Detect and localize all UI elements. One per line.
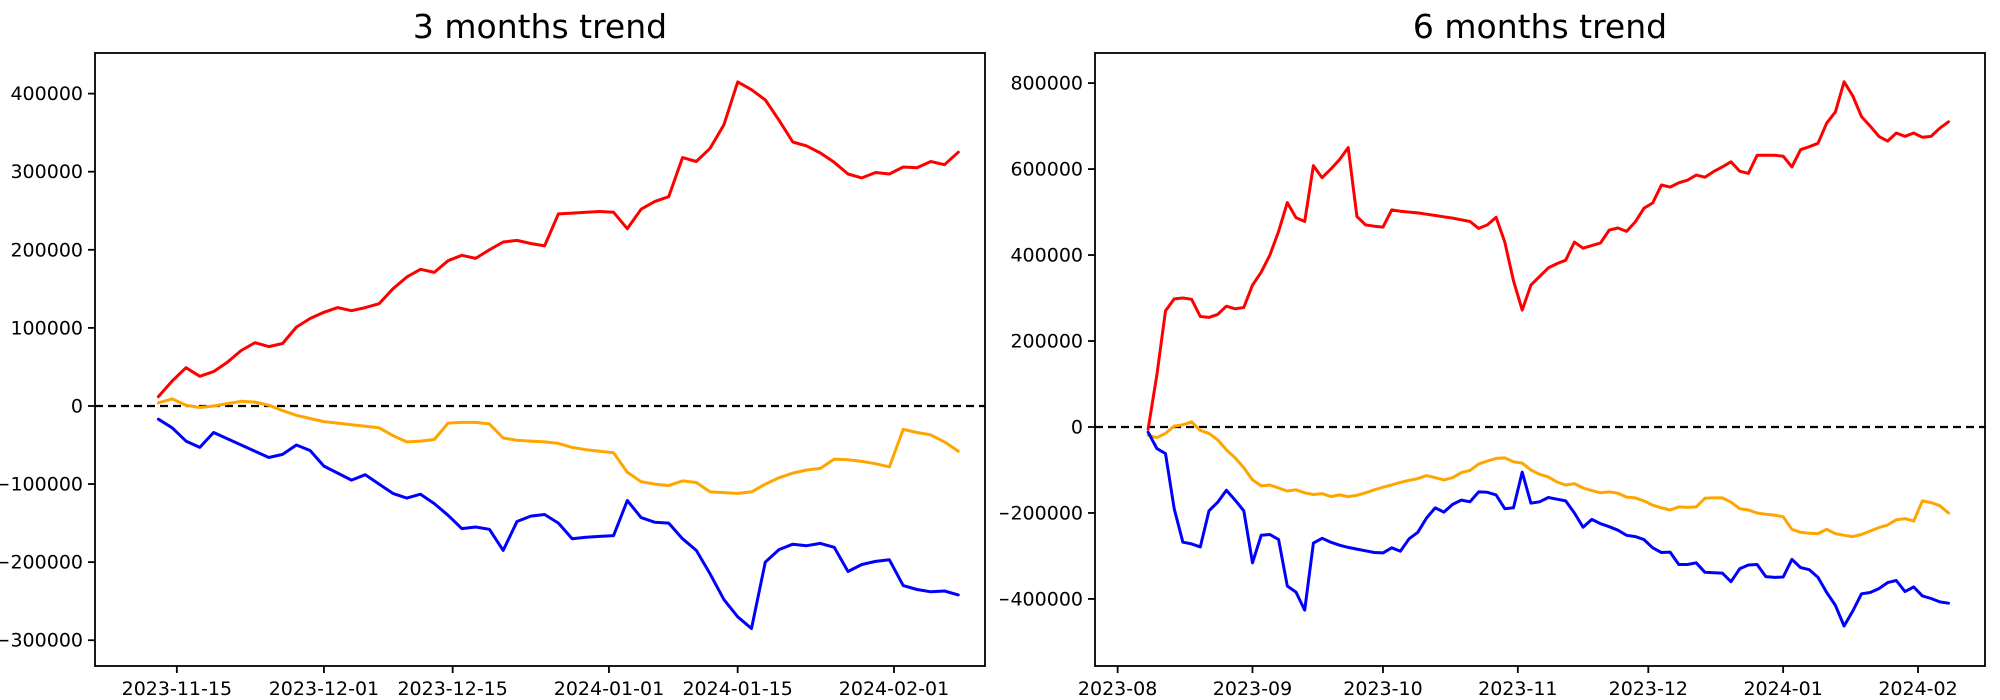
x-tick-label: 2024-01-01 [554,678,664,700]
series-line-red [1146,80,1950,431]
x-tick-label: 2023-08 [1078,678,1157,700]
x-tick-label: 2023-12-01 [269,678,379,700]
x-tick-label: 2023-11-15 [122,678,232,700]
y-tick-label: 200000 [10,239,83,261]
x-tick-label: 2024-01-15 [682,678,792,700]
series-line-orange [1146,420,1950,539]
y-tick-label: −200000 [0,552,83,574]
y-tick-label: 0 [1071,416,1083,438]
y-tick-label: 100000 [10,317,83,339]
line-plot-6-months: 2023-08 2023-09 2023-10 2023-11 2023-12 2024-… [1000,52,1986,700]
series-line-blue [156,417,960,630]
x-tick-label: 2023-12 [1609,678,1688,700]
chart-title-6-months: 6 months trend [1412,7,1668,46]
y-tick-label: 400000 [10,83,83,105]
x-tick-label: 2024-01 [1743,678,1822,700]
y-tick-label: 200000 [1010,331,1083,353]
y-tick-label: −400000 [1000,588,1083,610]
series-line-orange [156,397,960,495]
y-tick-label: 600000 [1010,159,1083,181]
y-tick-label: 0 [71,395,83,417]
chart-title-3-months: 3 months trend [412,7,668,46]
y-tick-label: 400000 [1010,245,1083,267]
x-tick-label: 2024-02 [1878,678,1957,700]
y-tick-label: −300000 [0,630,83,652]
x-tick-label: 2023-10 [1343,678,1422,700]
axes-spines [1094,52,1986,667]
y-tick-label: 800000 [1010,73,1083,95]
y-tick-label: −200000 [1000,502,1083,524]
series-line-red [156,80,960,399]
x-tick-label: 2023-11 [1478,678,1557,700]
y-tick-label: −100000 [0,474,83,496]
y-tick-label: 300000 [10,161,83,183]
x-tick-label: 2023-12-15 [397,678,507,700]
x-tick-label: 2023-09 [1213,678,1292,700]
x-tick-label: 2024-02-01 [839,678,949,700]
line-plot-3-months: 2023-11-15 2023-12-01 2023-12-15 2024-01-01… [0,52,986,700]
chart-3-months-trend: 3 months trend 2023-11-15 2023-12-01 2023-… [0,7,986,700]
series-line-blue [1146,430,1950,628]
chart-6-months-trend: 6 months trend 2023-08 2023-09 2023-10 2023… [1000,0,2000,700]
axes-spines [94,52,986,667]
